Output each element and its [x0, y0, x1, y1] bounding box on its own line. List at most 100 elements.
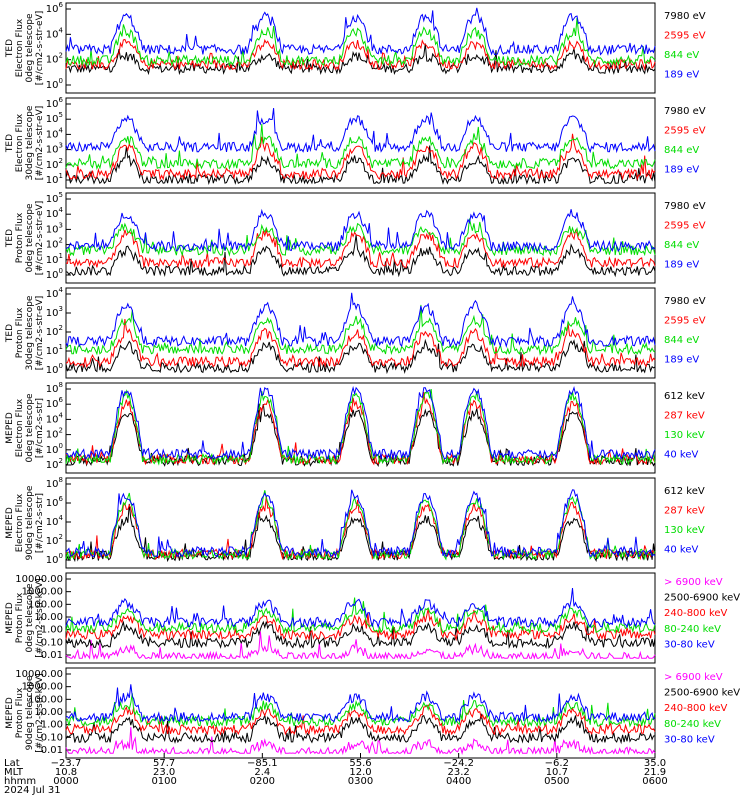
series-line-40-kev	[65, 385, 656, 461]
series-line-2500-6900-kev	[65, 620, 656, 649]
y-tick-label: 108	[46, 381, 63, 395]
x-tick-label-hhmm: 0100	[151, 776, 176, 787]
y-tick-label: 102	[46, 533, 63, 547]
legend-entry: 7980 eV	[664, 201, 706, 212]
y-tick-label: 100	[46, 77, 63, 91]
series-line-2500-6900-kev	[65, 713, 656, 745]
y-tick-label: 103	[46, 142, 63, 156]
legend-entry: 7980 eV	[664, 106, 706, 117]
y-axis-label-line: [#/cm2-s-str-eV]	[35, 11, 45, 86]
y-tick-label: 104	[46, 126, 64, 140]
y-tick-label: 10000.00	[15, 574, 63, 585]
x-row-label: hhmm	[4, 776, 36, 787]
legend-entry: > 6900 keV	[664, 672, 723, 683]
y-axis-label-line: MEPED	[5, 697, 15, 729]
y-tick-label: 106	[46, 96, 64, 110]
series-line-30-80-kev	[65, 684, 656, 724]
y-axis-label-line: TED	[5, 324, 15, 343]
series-line-130-kev	[65, 490, 656, 561]
y-tick-label: 102	[46, 324, 63, 338]
y-tick-label: 103	[46, 305, 63, 319]
x-tick-label-hhmm: 0200	[250, 776, 275, 787]
x-tick-label-hhmm: 0400	[446, 776, 471, 787]
y-tick-label: 0.01	[41, 650, 63, 661]
y-tick-label: 104	[46, 514, 64, 528]
series-line-30-80-kev	[65, 588, 656, 629]
x-tick-label-mlt: 23.0	[153, 767, 175, 778]
y-axis-label-line: Proton Flux	[15, 307, 25, 358]
y-axis-label-line: TED	[5, 229, 15, 248]
y-axis-label-line: Proton Flux	[15, 592, 25, 643]
y-axis-label-line: [#/cm2-s-str-keV]	[35, 578, 45, 657]
y-axis-label-line: 0deg telescope	[25, 393, 35, 463]
y-tick-label: 1.00	[41, 625, 63, 636]
series-line-189-ev	[65, 7, 656, 57]
series-line-2595-ev	[65, 133, 656, 181]
y-axis-label-line: 0deg telescope	[25, 203, 35, 273]
series-line-287-kev	[65, 495, 656, 561]
y-axis-label-line: [#/cm2-s-str]	[35, 493, 45, 553]
date-label: 2024 Jul 31	[4, 785, 61, 796]
y-axis-label-line: 90deg telescope	[25, 675, 35, 750]
y-tick-label: 1000.00	[22, 682, 63, 693]
panel-frame	[65, 287, 656, 379]
x-tick-label-lat: −24.2	[443, 758, 474, 769]
legend-entry: 40 keV	[664, 545, 698, 556]
series-line-2595-ev	[65, 38, 656, 71]
y-tick-label: 105	[46, 191, 63, 205]
y-axis-label-line: 30deg telescope	[25, 295, 35, 370]
y-tick-label: 102	[46, 427, 63, 441]
y-tick-label: 100	[46, 552, 63, 566]
y-tick-label: 100	[46, 442, 63, 456]
y-tick-label: 102	[46, 157, 63, 171]
legend-entry: 2595 eV	[664, 221, 706, 232]
y-axis-label-line: 0deg telescope	[25, 583, 35, 653]
series-line-7980-ev	[65, 43, 656, 76]
y-tick-label: 101	[46, 172, 63, 186]
y-axis-label-line: [#/cm2-s-str-eV]	[35, 106, 45, 181]
series-line-2595-ev	[65, 319, 656, 369]
y-tick-label: 100.00	[28, 599, 63, 610]
x-tick-label-mlt: 10.7	[546, 767, 568, 778]
x-tick-label-lat: −6.2	[545, 758, 569, 769]
y-tick-label: 108	[46, 476, 63, 490]
y-axis-label-line: [#/cm2-s-str]	[35, 398, 45, 458]
legend-entry: 612 keV	[664, 486, 705, 497]
series-line-240-800-kev	[65, 608, 656, 642]
x-tick-label-hhmm: 0500	[544, 776, 569, 787]
y-tick-label: 102	[46, 457, 63, 471]
y-axis-label-line: Electron Flux	[15, 18, 25, 77]
legend-entry: 2595 eV	[664, 126, 706, 137]
y-tick-label: 100	[46, 267, 63, 281]
x-tick-label-lat: 35.0	[644, 758, 666, 769]
y-axis-label-line: Proton Flux	[15, 212, 25, 263]
legend-entry: 612 keV	[664, 391, 705, 402]
y-axis-label-line: Electron Flux	[15, 113, 25, 172]
y-tick-label: 104	[46, 286, 64, 300]
y-axis-label-line: [#/cm2-s-str-eV]	[35, 296, 45, 371]
legend-entry: 130 keV	[664, 525, 705, 536]
y-axis-label-line: MEPED	[5, 507, 15, 539]
panel-frame	[65, 2, 656, 94]
y-axis-label-line: Electron Flux	[15, 493, 25, 552]
legend-entry: 80-240 keV	[664, 719, 721, 730]
x-tick-label-hhmm: 0000	[53, 776, 78, 787]
y-axis-label-line: Proton Flux	[15, 687, 25, 738]
x-tick-label-mlt: 21.9	[644, 767, 666, 778]
y-tick-label: 103	[46, 221, 63, 235]
legend-entry: 844 eV	[664, 145, 699, 156]
y-axis-label-line: [#/cm2-s-str-keV]	[35, 673, 45, 752]
y-axis-label-line: 0deg telescope	[25, 13, 35, 83]
y-tick-label: 102	[46, 52, 63, 66]
legend-entry: 7980 eV	[664, 296, 706, 307]
y-axis-label-line: MEPED	[5, 602, 15, 634]
x-tick-label-hhmm: 0600	[642, 776, 667, 787]
y-tick-label: 104	[46, 411, 64, 425]
legend-entry: 7980 eV	[664, 11, 706, 22]
legend-entry: 30-80 keV	[664, 734, 715, 745]
series-line-7980-ev	[65, 235, 656, 278]
y-tick-label: 1000.00	[22, 587, 63, 598]
